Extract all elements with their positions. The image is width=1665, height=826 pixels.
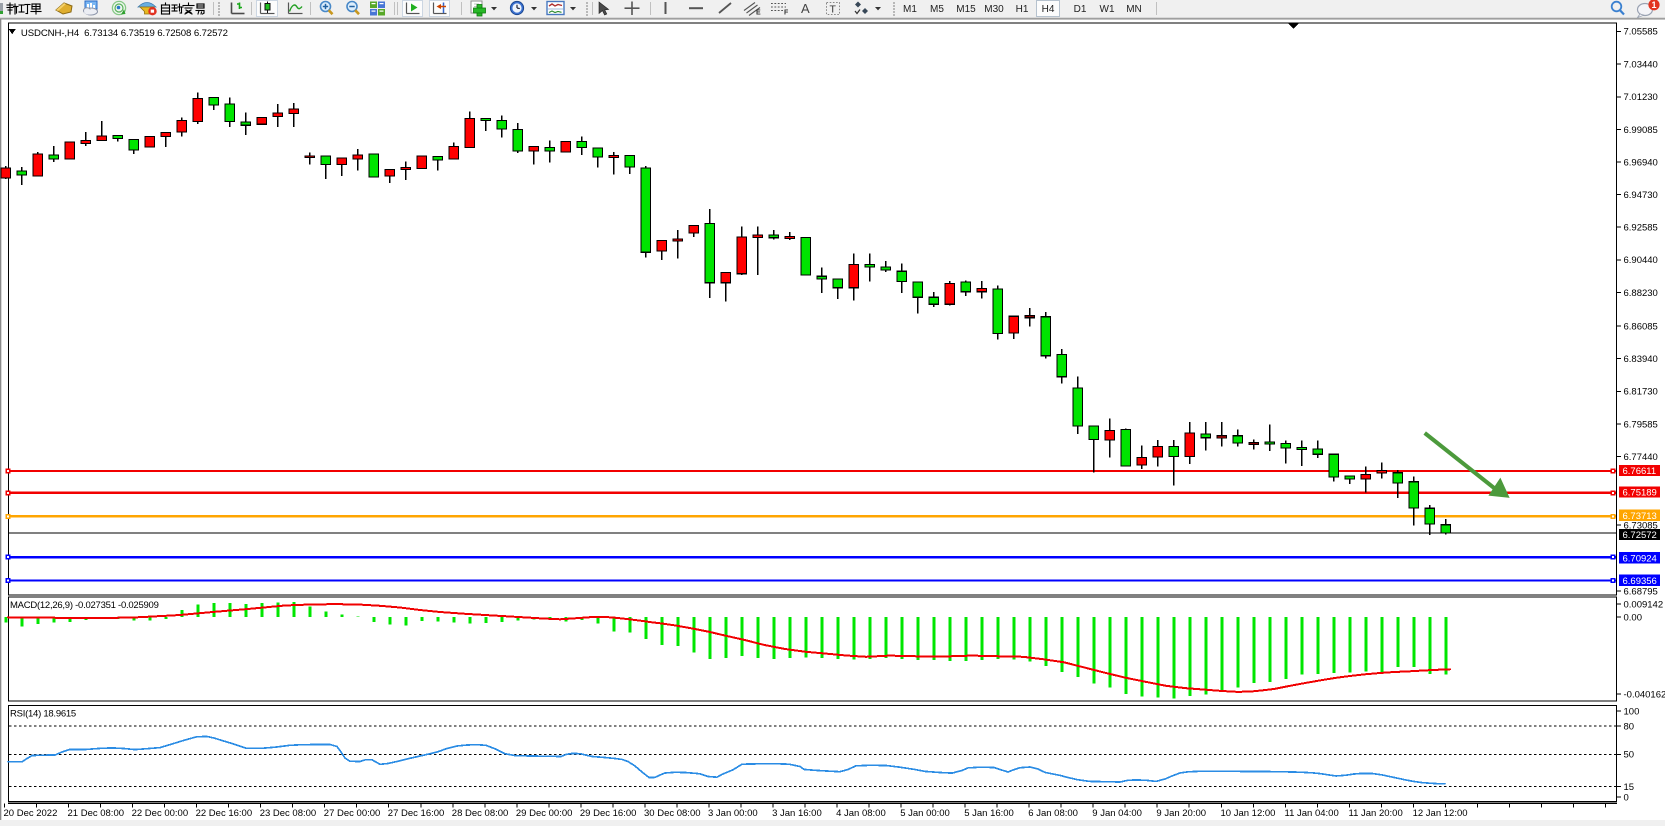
svg-text:6.83940: 6.83940	[1624, 354, 1658, 365]
svg-text:6.86085: 6.86085	[1624, 321, 1658, 332]
svg-text:6.73713: 6.73713	[1623, 511, 1657, 522]
svg-text:0.009142: 0.009142	[1624, 599, 1664, 610]
svg-text:6.79585: 6.79585	[1624, 419, 1658, 430]
svg-text:6.68795: 6.68795	[1624, 587, 1658, 598]
svg-text:30 Dec 08:00: 30 Dec 08:00	[644, 808, 701, 819]
svg-text:5 Jan 16:00: 5 Jan 16:00	[964, 808, 1014, 819]
svg-text:D1: D1	[1074, 4, 1087, 15]
svg-text:6.73085: 6.73085	[1624, 521, 1658, 532]
svg-text:6.96940: 6.96940	[1624, 157, 1658, 168]
svg-text:MN: MN	[1126, 4, 1142, 15]
svg-text:27 Dec 00:00: 27 Dec 00:00	[324, 808, 381, 819]
svg-text:6 Jan 08:00: 6 Jan 08:00	[1028, 808, 1078, 819]
svg-text:6.75189: 6.75189	[1623, 488, 1657, 499]
svg-text:100: 100	[1624, 706, 1640, 717]
svg-text:E: E	[756, 10, 761, 17]
svg-text:M1: M1	[903, 4, 917, 15]
svg-text:7.03440: 7.03440	[1624, 60, 1658, 71]
svg-text:0.00: 0.00	[1624, 612, 1643, 623]
svg-text:15: 15	[1624, 782, 1635, 793]
svg-text:6.92585: 6.92585	[1624, 223, 1658, 234]
svg-text:6.69356: 6.69356	[1623, 576, 1657, 587]
svg-text:3 Jan 00:00: 3 Jan 00:00	[708, 808, 758, 819]
svg-text:22 Dec 16:00: 22 Dec 16:00	[196, 808, 253, 819]
svg-text:H1: H1	[1016, 4, 1029, 15]
svg-text:A: A	[801, 1, 810, 16]
svg-text:T: T	[830, 4, 837, 16]
svg-text:10 Jan 12:00: 10 Jan 12:00	[1221, 808, 1276, 819]
svg-text:11 Jan 20:00: 11 Jan 20:00	[1349, 808, 1403, 819]
svg-text:11 Jan 04:00: 11 Jan 04:00	[1285, 808, 1339, 819]
svg-text:9 Jan 04:00: 9 Jan 04:00	[1092, 808, 1142, 819]
svg-text:6.88230: 6.88230	[1624, 288, 1658, 299]
svg-text:3 Jan 16:00: 3 Jan 16:00	[772, 808, 822, 819]
svg-text:29 Dec 16:00: 29 Dec 16:00	[580, 808, 637, 819]
svg-text:H4: H4	[1042, 4, 1055, 15]
svg-text:27 Dec 16:00: 27 Dec 16:00	[388, 808, 445, 819]
svg-text:W1: W1	[1100, 4, 1115, 15]
svg-text:M15: M15	[956, 4, 976, 15]
svg-text:-0.040162: -0.040162	[1624, 689, 1665, 700]
svg-text:1: 1	[1651, 0, 1656, 10]
svg-text:7.05585: 7.05585	[1624, 27, 1658, 38]
svg-text:6.76611: 6.76611	[1623, 466, 1657, 477]
svg-text:4 Jan 08:00: 4 Jan 08:00	[836, 808, 886, 819]
svg-text:9 Jan 20:00: 9 Jan 20:00	[1156, 808, 1206, 819]
svg-text:5 Jan 00:00: 5 Jan 00:00	[900, 808, 950, 819]
svg-text:6.99085: 6.99085	[1624, 125, 1658, 136]
svg-text:21 Dec 08:00: 21 Dec 08:00	[68, 808, 125, 819]
svg-text:80: 80	[1624, 721, 1635, 732]
svg-text:M30: M30	[984, 4, 1004, 15]
svg-text:28 Dec 08:00: 28 Dec 08:00	[452, 808, 509, 819]
svg-text:12 Jan 12:00: 12 Jan 12:00	[1413, 808, 1468, 819]
svg-text:50: 50	[1624, 750, 1635, 761]
svg-text:0: 0	[1624, 792, 1629, 803]
svg-text:6.72572: 6.72572	[1623, 530, 1657, 541]
svg-text:MACD(12,26,9) -0.027351 -0.025: MACD(12,26,9) -0.027351 -0.025909	[10, 600, 159, 611]
svg-text:6.81730: 6.81730	[1624, 387, 1658, 398]
svg-text:23 Dec 08:00: 23 Dec 08:00	[260, 808, 317, 819]
svg-text:F: F	[784, 10, 789, 17]
svg-text:20 Dec 2022: 20 Dec 2022	[4, 808, 58, 819]
svg-text:7.01230: 7.01230	[1624, 92, 1658, 103]
svg-text:RSI(14) 18.9615: RSI(14) 18.9615	[10, 709, 76, 720]
svg-text:29 Dec 00:00: 29 Dec 00:00	[516, 808, 573, 819]
svg-text:6.90440: 6.90440	[1624, 255, 1658, 266]
svg-text:6.94730: 6.94730	[1624, 190, 1658, 201]
svg-text:22 Dec 00:00: 22 Dec 00:00	[132, 808, 189, 819]
svg-text:6.77440: 6.77440	[1624, 452, 1658, 463]
svg-text:M5: M5	[930, 4, 944, 15]
svg-text:USDCNH-,H4 6.73134 6.73519 6.: USDCNH-,H4 6.73134 6.73519 6.72508 6.725…	[21, 28, 228, 39]
svg-text:6.70924: 6.70924	[1623, 553, 1657, 564]
